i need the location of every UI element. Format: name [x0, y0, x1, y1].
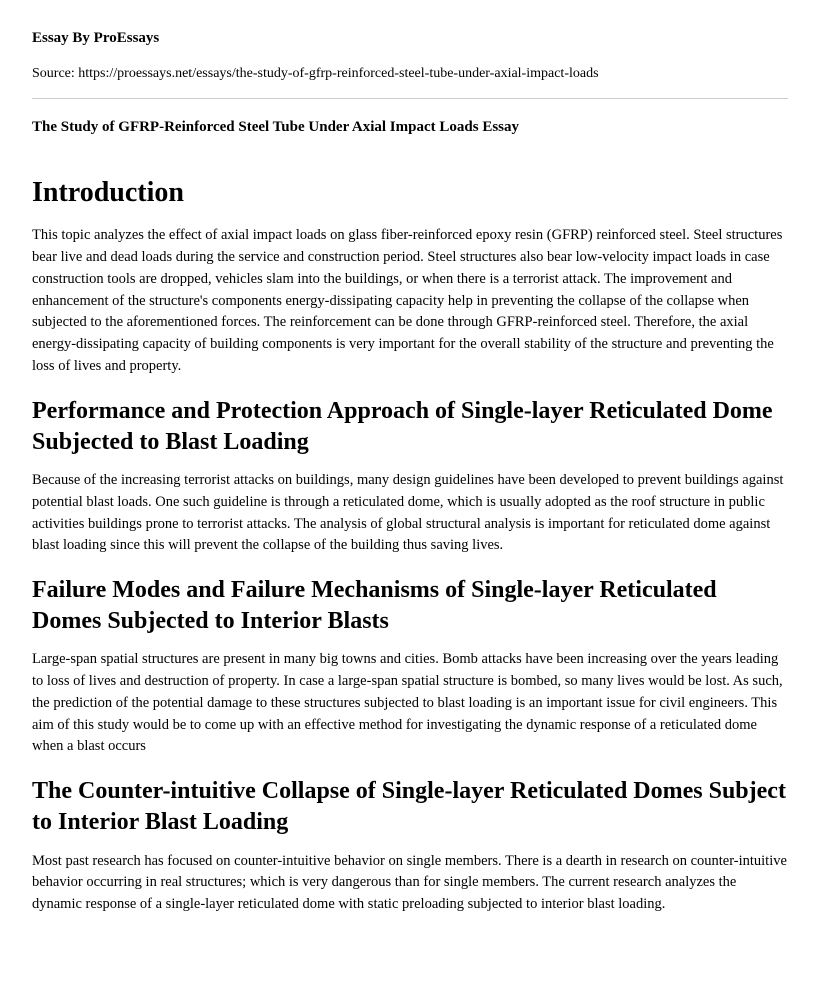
- section-body: This topic analyzes the effect of axial …: [32, 225, 788, 377]
- section-heading-introduction: Introduction: [32, 173, 788, 214]
- section-body: Large-span spatial structures are presen…: [32, 649, 788, 758]
- section-heading-counter-intuitive: The Counter-intuitive Collapse of Single…: [32, 776, 788, 838]
- section-heading-performance: Performance and Protection Approach of S…: [32, 396, 788, 458]
- source-url: https://proessays.net/essays/the-study-o…: [78, 66, 598, 81]
- article-title: The Study of GFRP-Reinforced Steel Tube …: [32, 117, 788, 139]
- section-body: Because of the increasing terrorist atta…: [32, 470, 788, 557]
- divider: [32, 98, 788, 99]
- source-label: Source:: [32, 66, 78, 81]
- section-body: Most past research has focused on counte…: [32, 851, 788, 916]
- section-heading-failure-modes: Failure Modes and Failure Mechanisms of …: [32, 575, 788, 637]
- byline: Essay By ProEssays: [32, 28, 788, 50]
- source-line: Source: https://proessays.net/essays/the…: [32, 64, 788, 84]
